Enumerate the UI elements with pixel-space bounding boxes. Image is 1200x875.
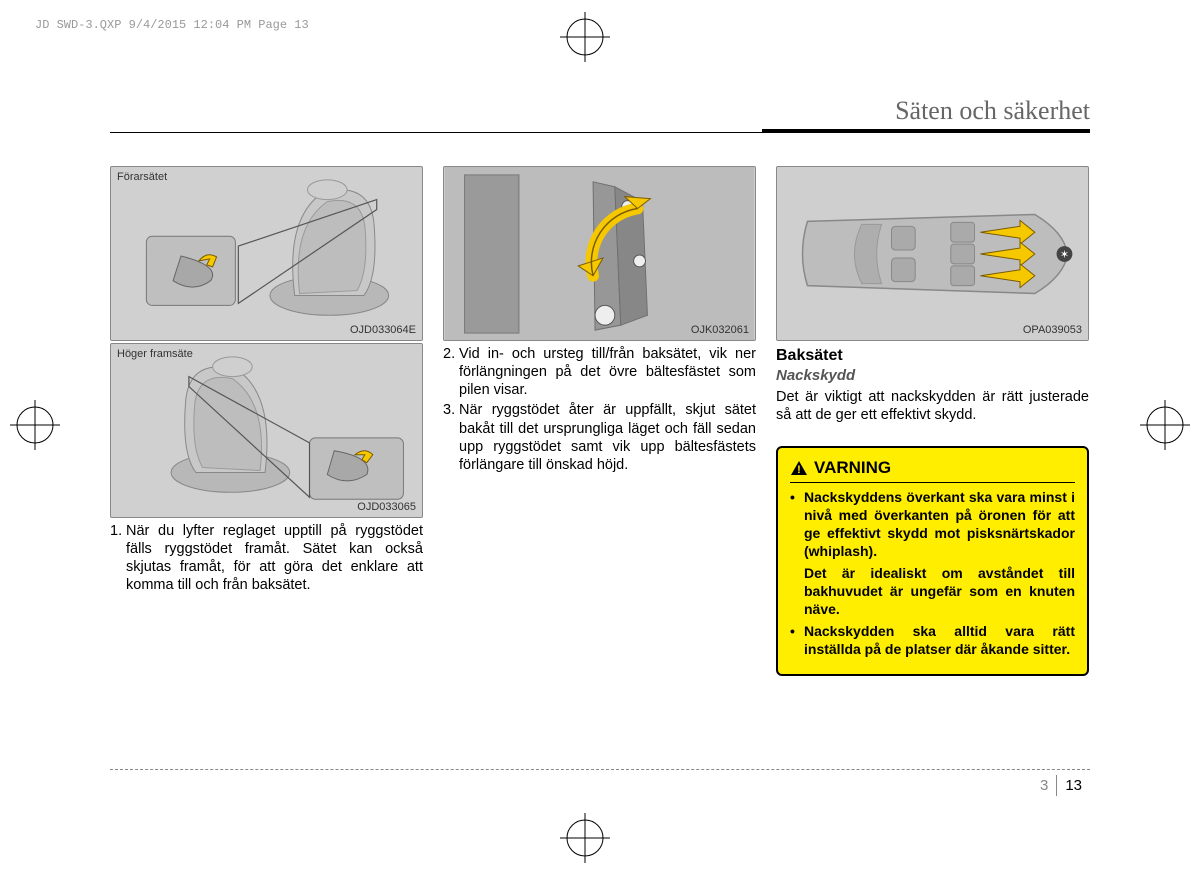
figure-driver-seat: Förarsätet OJD033064E <box>110 166 423 341</box>
figure-passenger-seat: Höger framsäte OJD033065 <box>110 343 423 518</box>
figure-car-top-view: ✶ OPA039053 <box>776 166 1089 341</box>
figure-code: OJK032061 <box>691 324 749 336</box>
warning-bullet-text: Nackskydden ska alltid vara rätt inställ… <box>804 623 1075 659</box>
belt-illustration <box>444 167 755 340</box>
seat-illustration-1 <box>111 167 422 340</box>
content-columns: Förarsätet OJD033064E Höger framsäte <box>110 166 1090 676</box>
warning-bullet-text: Nackskyddens överkant ska vara minst i n… <box>804 489 1075 561</box>
list-number: 1. <box>110 522 126 595</box>
warning-indent-text: Det är idealiskt om avståndet till bakhu… <box>790 565 1075 619</box>
crop-mark-left <box>10 400 60 450</box>
crop-mark-bottom <box>560 813 610 863</box>
list-number: 3. <box>443 401 459 474</box>
svg-text:!: ! <box>797 464 801 476</box>
seat-illustration-2 <box>111 344 422 517</box>
section-heading: Baksätet <box>776 347 1089 365</box>
crop-mark-top <box>560 12 610 62</box>
header-rule-thick <box>762 129 1090 133</box>
warning-bullet: • Nackskyddens överkant ska vara minst i… <box>790 489 1075 561</box>
warning-icon: ! <box>790 460 808 476</box>
list-item: 3. När ryggstödet åter är uppfällt, skju… <box>443 401 756 474</box>
col2-list: 2. Vid in- och ursteg till/från baksätet… <box>443 345 756 476</box>
subsection-heading: Nackskydd <box>776 367 1089 384</box>
warning-box: ! VARNING • Nackskyddens överkant ska va… <box>776 446 1089 676</box>
car-top-illustration: ✶ <box>777 167 1088 340</box>
list-item: 1. När du lyfter reglaget upptill på ryg… <box>110 522 423 595</box>
list-number: 2. <box>443 345 459 399</box>
figure-belt-extension: OJK032061 <box>443 166 756 341</box>
svg-text:✶: ✶ <box>1060 249 1069 261</box>
list-text: Vid in- och ursteg till/från baksätet, v… <box>459 345 756 399</box>
column-3: ✶ OPA039053 Baksätet Nackskydd Det är vi… <box>776 166 1089 676</box>
page-content: Säten och säkerhet Förarsätet OJD033064E <box>110 96 1090 796</box>
figure-label-tl: Förarsätet <box>117 171 167 183</box>
figure-label-tl: Höger framsäte <box>117 348 193 360</box>
figure-code: OPA039053 <box>1023 324 1082 336</box>
page-number: 3 13 <box>1032 775 1090 796</box>
print-header: JD SWD-3.QXP 9/4/2015 12:04 PM Page 13 <box>35 18 309 32</box>
column-2: OJK032061 2. Vid in- och ursteg till/frå… <box>443 166 756 676</box>
warning-bullet: • Nackskydden ska alltid vara rätt instä… <box>790 623 1075 659</box>
column-1: Förarsätet OJD033064E Höger framsäte <box>110 166 423 676</box>
header-rule-thin <box>110 132 762 133</box>
col1-list: 1. När du lyfter reglaget upptill på ryg… <box>110 522 423 597</box>
list-text: När du lyfter reglaget upptill på ryggst… <box>126 522 423 595</box>
page-number-value: 13 <box>1056 775 1090 796</box>
warning-body: • Nackskyddens överkant ska vara minst i… <box>790 489 1075 658</box>
body-text: Det är viktigt att nackskydden är rätt j… <box>776 388 1089 424</box>
warning-title: VARNING <box>814 458 891 478</box>
warning-header: ! VARNING <box>790 458 1075 483</box>
chapter-number: 3 <box>1032 775 1056 796</box>
figure-code: OJD033064E <box>350 324 416 336</box>
chapter-title: Säten och säkerhet <box>895 96 1090 126</box>
figure-code: OJD033065 <box>357 501 416 513</box>
crop-mark-right <box>1140 400 1190 450</box>
list-text: När ryggstödet åter är uppfällt, skjut s… <box>459 401 756 474</box>
footer-rule <box>110 769 1090 770</box>
list-item: 2. Vid in- och ursteg till/från baksätet… <box>443 345 756 399</box>
